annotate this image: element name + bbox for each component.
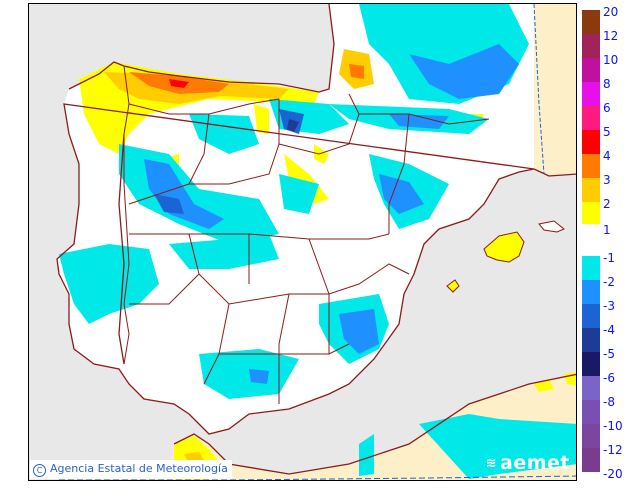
legend-swatch-10 bbox=[582, 58, 600, 82]
legend-label: -3 bbox=[603, 299, 615, 313]
legend-label: 20 bbox=[603, 5, 619, 19]
color-legend: 20 12 10 8 6 5 4 3 2 1 -1 -2 -3 -4 -5 -6… bbox=[582, 6, 630, 481]
legend-swatch-12 bbox=[582, 34, 600, 58]
attribution-label: C Agencia Estatal de Meteorología bbox=[30, 460, 232, 479]
logo-text: aemet bbox=[500, 452, 570, 474]
legend-swatch-6 bbox=[582, 106, 600, 130]
legend-label: -10 bbox=[603, 419, 623, 433]
legend-label: 6 bbox=[603, 101, 611, 115]
legend-label: 4 bbox=[603, 149, 611, 163]
legend-swatch-neg4 bbox=[582, 328, 600, 352]
legend-swatch-20 bbox=[582, 10, 600, 34]
legend-swatch-neg5 bbox=[582, 352, 600, 376]
legend-label: 3 bbox=[603, 173, 611, 187]
attribution-text: Agencia Estatal de Meteorología bbox=[50, 462, 228, 475]
legend-label: 1 bbox=[603, 223, 611, 237]
legend-swatch-neg10 bbox=[582, 424, 600, 448]
legend-label: -12 bbox=[603, 443, 623, 457]
legend-label: 12 bbox=[603, 29, 619, 43]
legend-label: -5 bbox=[603, 347, 615, 361]
legend-swatch-neg8 bbox=[582, 400, 600, 424]
menorca bbox=[538, 220, 565, 233]
legend-swatch-neg3 bbox=[582, 304, 600, 328]
ibiza bbox=[446, 279, 460, 293]
legend-label: -4 bbox=[603, 323, 615, 337]
france-border bbox=[533, 4, 545, 175]
region-borders bbox=[123, 65, 490, 404]
legend-swatch-8 bbox=[582, 82, 600, 106]
legend-label: -2 bbox=[603, 275, 615, 289]
legend-label: 10 bbox=[603, 53, 619, 67]
legend-label: 8 bbox=[603, 77, 611, 91]
legend-label: 5 bbox=[603, 125, 611, 139]
legend-label: -8 bbox=[603, 395, 615, 409]
legend-swatch-neg12 bbox=[582, 448, 600, 472]
legend-swatch-5 bbox=[582, 130, 600, 154]
legend-swatch-neg2 bbox=[582, 280, 600, 304]
legend-label: -1 bbox=[603, 251, 615, 265]
coastline bbox=[56, 4, 576, 475]
legend-label: -6 bbox=[603, 371, 615, 385]
copyright-icon: C bbox=[33, 464, 46, 477]
france-region bbox=[534, 4, 576, 176]
anomaly-map bbox=[56, 4, 576, 480]
aemet-logo: ≋ aemet bbox=[486, 452, 570, 474]
africa-border bbox=[59, 475, 576, 480]
mallorca bbox=[483, 231, 525, 263]
legend-swatch-4 bbox=[582, 154, 600, 178]
legend-swatch-2 bbox=[582, 202, 600, 224]
legend-swatch-neg6 bbox=[582, 376, 600, 400]
aemet-swirl-icon: ≋ bbox=[485, 456, 498, 471]
legend-swatch-3 bbox=[582, 178, 600, 202]
legend-label: -20 bbox=[603, 467, 623, 481]
map-panel[interactable]: C Agencia Estatal de Meteorología ≋ aemet bbox=[28, 3, 577, 481]
portugal-spain-border bbox=[118, 133, 125, 365]
legend-label: 2 bbox=[603, 197, 611, 211]
legend-swatch-neg1 bbox=[582, 256, 600, 280]
